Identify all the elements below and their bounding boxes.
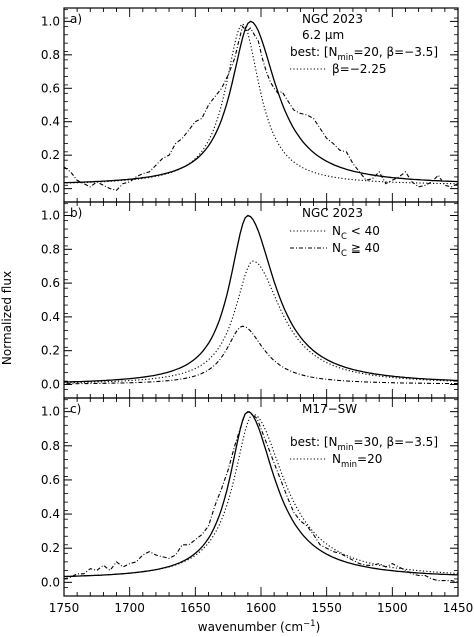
x-tick-label: 1550 — [311, 601, 342, 615]
x-tick-label: 1750 — [49, 601, 80, 615]
series-line-2 — [63, 25, 459, 191]
series-line-2 — [63, 411, 459, 583]
series-line-2 — [64, 325, 458, 385]
y-axis-label: Normalized flux — [0, 271, 14, 365]
panel-label: b) — [70, 206, 82, 220]
x-tick-label: 1450 — [443, 601, 474, 615]
y-tick-label: 1.0 — [41, 209, 60, 223]
panels: 0.0 0.2 0.4 0.6 0.8 1.0 a) NGC 2023 6.2 μm best: … — [41, 7, 474, 615]
panel-label: c) — [70, 402, 81, 416]
plot-frame — [63, 397, 459, 597]
series-line-0 — [63, 410, 459, 578]
series-line-1 — [63, 260, 458, 384]
y-tick-label: 1.0 — [41, 405, 60, 419]
legend-entry: best: [Nmin=30, β=−3.5] — [290, 435, 438, 453]
y-tick-label: 0.4 — [41, 507, 60, 521]
x-tick-label: 1650 — [180, 601, 211, 615]
x-axis-label: wavenumber (cm−1) — [198, 619, 321, 634]
x-tick-label: 1600 — [246, 601, 277, 615]
legend-entry: NC ≧ 40 — [332, 241, 380, 259]
x-tick-label: 1700 — [114, 601, 145, 615]
panel-title: NGC 2023 — [302, 206, 363, 220]
series-line-1 — [63, 23, 459, 185]
x-tick-label: 1500 — [377, 601, 408, 615]
plot-frame — [63, 201, 459, 399]
y-tick-label: 0.2 — [41, 148, 60, 162]
legend-entry: NC < 40 — [332, 224, 380, 242]
y-tick-label: 0.8 — [41, 242, 60, 256]
y-tick-label: 0.2 — [41, 541, 60, 555]
y-tick-label: 0.8 — [41, 439, 60, 453]
legend-entry: best: [Nmin=20, β=−3.5] — [290, 45, 438, 63]
legend-entry: β=−2.25 — [332, 62, 387, 76]
y-tick-label: 0.4 — [41, 115, 60, 129]
y-tick-label: 0.0 — [41, 182, 60, 196]
series-line-0 — [64, 214, 459, 383]
y-tick-label: 0.8 — [41, 48, 60, 62]
y-tick-label: 0.0 — [41, 575, 60, 589]
panel-a: 0.0 0.2 0.4 0.6 0.8 1.0 a) NGC 2023 6.2 μm best: … — [41, 7, 459, 203]
panel-title: M17−SW — [302, 402, 357, 416]
y-tick-label: 0.6 — [41, 81, 60, 95]
y-tick-label: 0.6 — [41, 473, 60, 487]
legend-entry: Nmin=20 — [332, 452, 382, 470]
panel-label: a) — [70, 12, 82, 26]
y-tick-label: 0.6 — [41, 276, 60, 290]
y-tick-label: 0.0 — [41, 377, 60, 391]
series-line-0 — [63, 20, 459, 184]
panel-c: 0.0 0.2 0.4 0.6 0.8 1.0 1750 1700 1650 1600 1550 15… — [41, 397, 474, 615]
panel-title: NGC 2023 — [302, 12, 363, 26]
y-tick-label: 1.0 — [41, 14, 60, 28]
y-tick-label: 0.2 — [41, 344, 60, 358]
y-tick-label: 0.4 — [41, 310, 60, 324]
panel-title: 6.2 μm — [302, 28, 344, 42]
